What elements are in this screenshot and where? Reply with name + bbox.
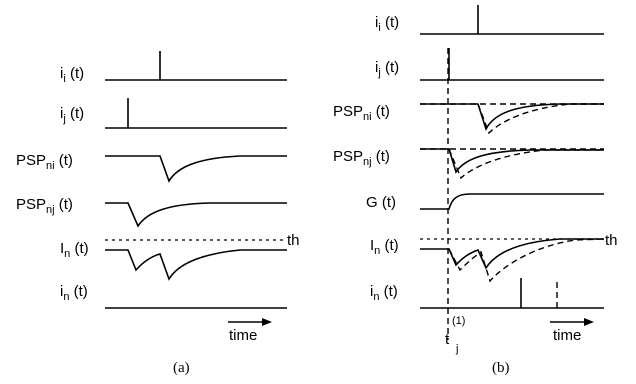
label-a-ij: ij (t) xyxy=(60,105,84,125)
label-a-pspni: PSPni (t) xyxy=(16,152,73,172)
label-a-pspnj: PSPnj (t) xyxy=(16,196,73,216)
trace-a-ij xyxy=(105,98,287,129)
trace-a-pspnj xyxy=(105,202,287,228)
trace-a-ii xyxy=(105,51,287,81)
panel-a: ii (t) ij (t) PSPni (t) PSPnj (t) In (t)… xyxy=(16,51,300,376)
label-b-In: In (t) xyxy=(370,237,399,257)
panel-b: ii (t) ij (t) PSPni (t) PSPnj (t) G (t) … xyxy=(333,5,618,376)
trace-b-pspni xyxy=(420,103,604,135)
label-b-pspni: PSPni (t) xyxy=(333,103,390,123)
label-a-In: In (t) xyxy=(60,240,89,260)
label-a-in: in (t) xyxy=(60,283,88,303)
caption-a: (a) xyxy=(173,360,190,376)
label-b-in: in (t) xyxy=(370,283,398,303)
trace-b-in xyxy=(420,278,604,309)
svg-text:t: t xyxy=(445,331,450,348)
trace-a-In xyxy=(105,249,287,281)
trace-a-pspni xyxy=(105,155,287,183)
trace-b-In xyxy=(420,238,605,283)
label-b-ij: ij (t) xyxy=(375,59,399,79)
caption-b: (b) xyxy=(492,360,510,376)
time-arrow-b xyxy=(550,318,594,326)
label-b-pspnj: PSPnj (t) xyxy=(333,148,390,168)
trace-b-pspnj xyxy=(420,148,604,180)
svg-text:j: j xyxy=(455,343,458,355)
trace-b-ii xyxy=(420,5,604,35)
trace-b-ij xyxy=(420,48,604,81)
label-a-ii: ii (t) xyxy=(60,65,84,85)
label-b-G: G (t) xyxy=(366,194,396,211)
trace-b-G xyxy=(420,193,604,210)
threshold-label-b: th xyxy=(605,232,618,249)
threshold-label-a: th xyxy=(287,232,300,249)
time-label-b: time xyxy=(553,327,581,344)
svg-text:(1): (1) xyxy=(452,315,465,327)
label-b-ii: ii (t) xyxy=(375,14,399,34)
time-arrow-a xyxy=(228,318,272,326)
time-label-a: time xyxy=(229,327,257,344)
event-marker-label: t (1) j xyxy=(445,315,465,355)
